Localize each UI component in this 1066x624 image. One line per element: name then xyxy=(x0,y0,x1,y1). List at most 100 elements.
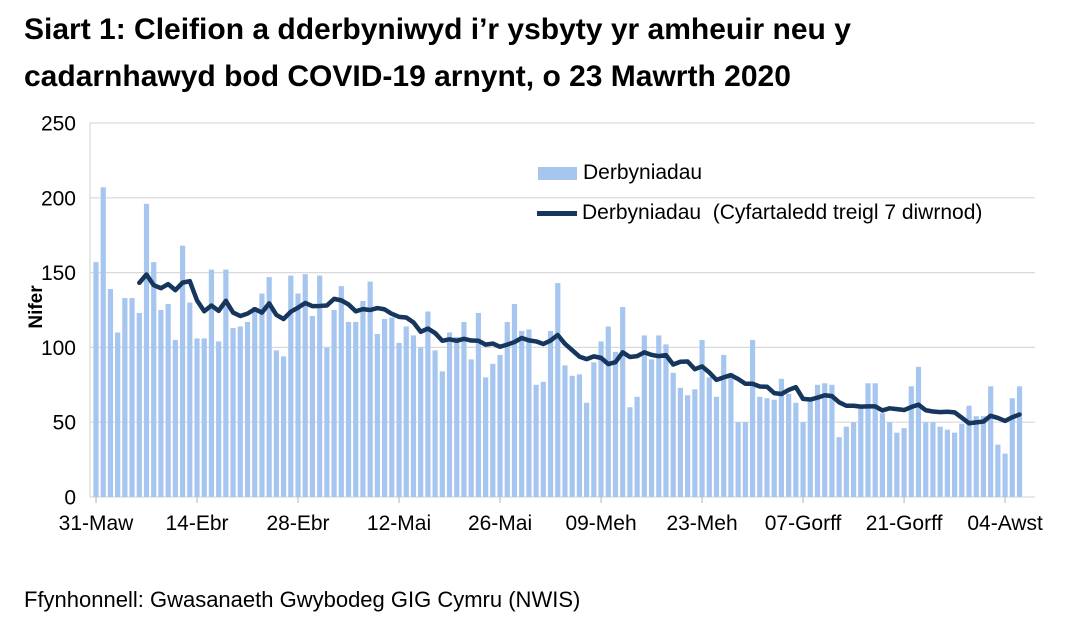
admissions-bar xyxy=(901,428,907,497)
admissions-bar xyxy=(699,339,705,497)
admissions-bar xyxy=(721,354,727,497)
admissions-bar xyxy=(692,389,698,497)
admissions-bar xyxy=(201,338,207,497)
admissions-bar xyxy=(382,318,388,497)
source-note: Ffynhonnell: Gwasanaeth Gwybodeg GIG Cym… xyxy=(24,587,581,612)
admissions-bar xyxy=(887,422,893,497)
admissions-bar xyxy=(988,386,994,497)
admissions-bar xyxy=(620,307,626,497)
x-axis-ticks xyxy=(95,497,1006,503)
admissions-bar xyxy=(151,262,157,497)
admissions-bar xyxy=(850,422,857,497)
y-tick-label: 250 xyxy=(41,113,76,136)
admissions-bar xyxy=(872,383,878,497)
admissions-bar xyxy=(995,444,1001,497)
admissions-bar xyxy=(930,422,936,497)
admissions-bar xyxy=(360,301,366,497)
admissions-bar xyxy=(295,293,301,497)
admissions-bar xyxy=(136,312,142,497)
admissions-bar xyxy=(814,384,821,497)
admissions-bar xyxy=(627,407,633,497)
admissions-bar xyxy=(822,383,828,497)
admissions-bar xyxy=(959,423,965,497)
admissions-bar xyxy=(598,341,604,497)
admissions-bar xyxy=(324,347,330,497)
x-axis-labels: 31-Maw 14-Ebr 28-Ebr 12-Mai 26-Mai 09-Meh 23-M… xyxy=(59,512,1043,535)
admissions-bar xyxy=(403,326,409,497)
legend-item-admissions: Derbyniadau xyxy=(538,160,702,186)
admissions-bar xyxy=(786,393,792,497)
admissions-bar xyxy=(533,384,539,497)
admissions-bar xyxy=(504,321,510,497)
admissions-bar xyxy=(483,377,489,497)
admissions-bar xyxy=(757,396,763,497)
admissions-bar xyxy=(107,289,114,497)
admissions-bar xyxy=(223,269,229,497)
admissions-bar xyxy=(656,335,662,497)
admissions-bar xyxy=(93,262,99,497)
admissions-bar xyxy=(555,283,561,497)
admissions-bar xyxy=(345,321,352,497)
y-axis-labels: 0 50 100 150 200 250 xyxy=(41,113,76,510)
admissions-bar xyxy=(194,338,200,497)
x-tick-label: 21-Gorff xyxy=(866,512,943,535)
y-tick-label: 200 xyxy=(41,187,76,210)
admissions-bar xyxy=(172,339,178,497)
admissions-bar xyxy=(237,326,243,497)
y-tick-label: 50 xyxy=(53,412,76,435)
admissions-bar xyxy=(605,326,611,497)
admissions-bars xyxy=(93,187,1023,497)
admissions-bar xyxy=(288,275,294,497)
admissions-bar xyxy=(793,402,799,497)
admissions-bar xyxy=(951,432,958,497)
admissions-bar xyxy=(778,378,785,497)
x-tick-label: 26-Mai xyxy=(468,512,532,535)
admissions-bar xyxy=(252,307,258,497)
admissions-bar xyxy=(677,387,684,497)
admissions-bar xyxy=(165,304,171,497)
admissions-bar xyxy=(685,395,691,497)
admissions-bar xyxy=(309,315,316,497)
x-tick-label: 12-Mai xyxy=(367,512,431,535)
admissions-bar xyxy=(576,374,582,497)
admissions-bar xyxy=(562,365,568,497)
admissions-bar xyxy=(216,341,222,497)
admissions-bar xyxy=(158,310,164,497)
admissions-bar xyxy=(843,426,849,497)
admissions-bar xyxy=(865,383,871,497)
legend-line-swatch-icon xyxy=(537,210,577,216)
legend-item-rolling-average: Derbyniadau (Cyfartaledd treigl 7 diwrno… xyxy=(537,200,982,226)
admissions-bar xyxy=(1002,453,1008,497)
admissions-bar xyxy=(367,281,373,497)
admissions-bar xyxy=(497,354,503,497)
admissions-bar xyxy=(980,416,987,497)
admissions-bar xyxy=(115,332,121,497)
admissions-bar xyxy=(468,359,474,497)
admissions-bar xyxy=(634,396,640,497)
admissions-bar xyxy=(569,375,575,497)
admissions-bar xyxy=(302,274,308,497)
x-tick-label: 23-Meh xyxy=(666,512,737,535)
admissions-bar xyxy=(923,422,929,497)
x-tick-label: 14-Ebr xyxy=(165,512,228,535)
admissions-bar xyxy=(280,356,287,497)
admissions-bar xyxy=(771,399,777,497)
admissions-bar xyxy=(742,422,748,497)
admissions-bar xyxy=(894,432,900,497)
admissions-bar xyxy=(425,311,431,497)
admissions-bar xyxy=(908,386,914,497)
admissions-bar xyxy=(244,321,251,497)
admissions-bar xyxy=(511,304,518,497)
rolling-average-line xyxy=(137,272,1022,426)
admissions-bar xyxy=(418,347,424,497)
admissions-bar xyxy=(179,245,186,497)
admissions-bar xyxy=(273,350,279,497)
x-tick-label: 04-Awst xyxy=(967,512,1043,535)
admissions-bar xyxy=(966,405,972,497)
admissions-bar xyxy=(937,426,943,497)
y-tick-label: 150 xyxy=(41,262,76,285)
admissions-bar xyxy=(764,398,770,497)
admissions-bar xyxy=(713,396,720,497)
y-tick-label: 100 xyxy=(41,337,76,360)
